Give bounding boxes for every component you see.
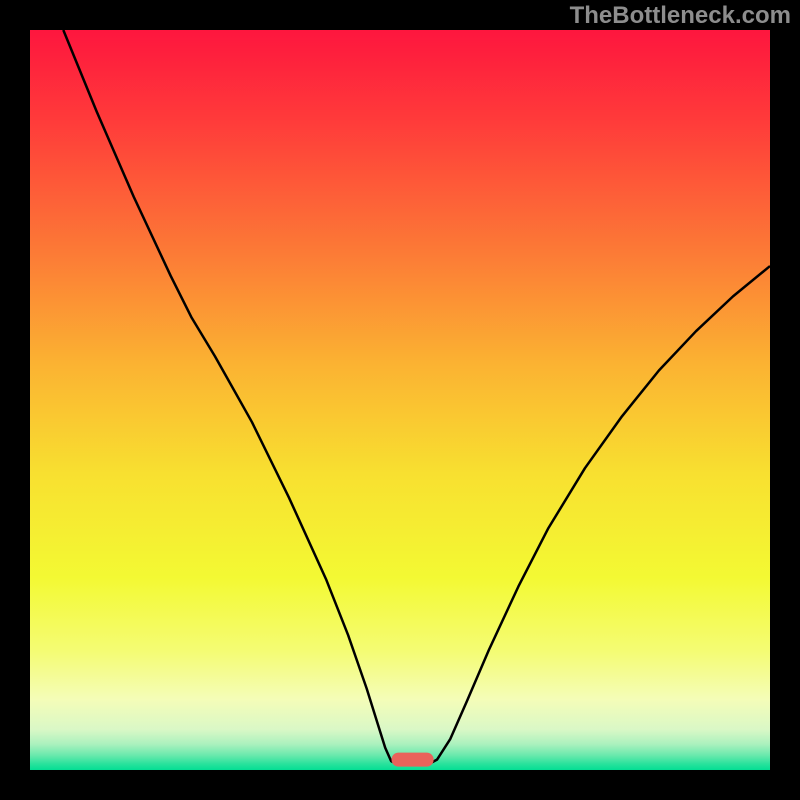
watermark-text: TheBottleneck.com xyxy=(570,2,791,30)
plot-svg xyxy=(30,30,770,770)
optimum-marker xyxy=(391,753,433,767)
gradient-background xyxy=(30,30,770,770)
chart-root: TheBottleneck.com xyxy=(0,0,800,800)
plot-area xyxy=(30,30,770,770)
